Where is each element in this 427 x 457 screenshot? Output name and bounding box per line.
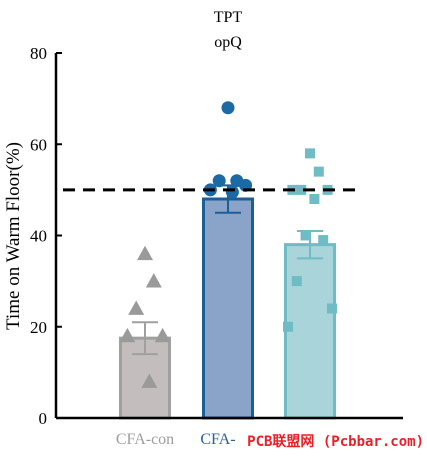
data-point-triangle [137, 245, 153, 261]
watermark: PCB联盟网 (Pcbbar.com) [247, 434, 424, 450]
bar [202, 197, 254, 420]
data-point-triangle [141, 373, 158, 388]
data-point-square [305, 148, 315, 159]
y-tick-label: 20 [30, 318, 47, 337]
data-point-triangle [145, 273, 162, 288]
data-point-square [300, 230, 311, 241]
data-point-square [318, 235, 329, 246]
y-axis-label: Time on Warm Floor(%) [3, 142, 24, 330]
data-point-circle [221, 101, 235, 115]
bars-layer [119, 184, 336, 420]
y-axis-ticks: 0 20 40 60 80 [30, 44, 62, 428]
chart-title-line-1: TPT [214, 9, 243, 26]
data-point-triangle [128, 300, 145, 315]
data-point-square [291, 276, 302, 287]
x-axis-labels: CFA-con CFA- [116, 431, 236, 448]
x-category-label: CFA- [200, 431, 235, 448]
data-point-square [313, 166, 324, 177]
y-tick-label: 60 [30, 135, 47, 154]
data-point-square [309, 194, 320, 204]
data-point-circle [212, 174, 226, 188]
x-category-label: CFA-con [116, 431, 174, 448]
data-point-square [296, 184, 307, 195]
data-point-triangle [119, 327, 136, 343]
axes-layer [54, 53, 403, 420]
y-tick-label: 80 [30, 44, 47, 63]
chart-title: TPT opQ [214, 9, 243, 51]
data-point-square [327, 303, 337, 314]
y-tick-label: 0 [39, 409, 48, 428]
data-point-triangle [154, 327, 171, 343]
y-tick-label: 40 [30, 227, 47, 246]
data-point-circle [225, 185, 239, 199]
data-point-square [283, 321, 293, 332]
chart-title-line-2: opQ [214, 34, 242, 51]
